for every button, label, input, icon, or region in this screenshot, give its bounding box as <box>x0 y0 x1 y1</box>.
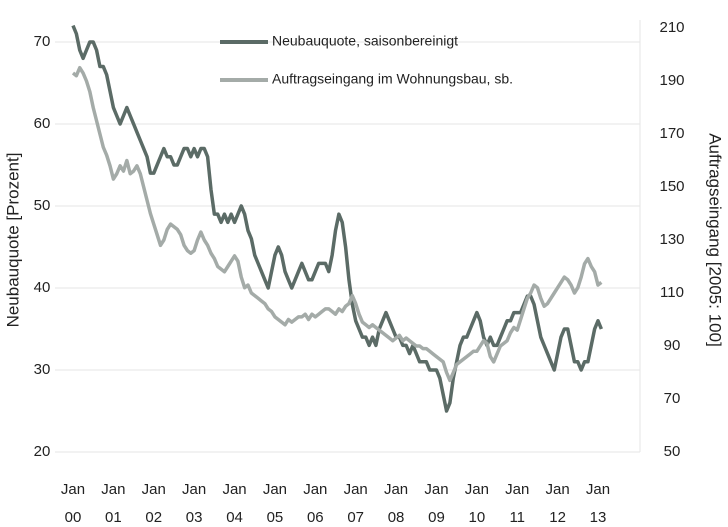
y-tick-label: 60 <box>34 115 51 132</box>
y-tick-label: 20 <box>34 443 51 460</box>
y2-tick-label: 70 <box>664 390 681 407</box>
y-tick-label: 50 <box>34 197 51 214</box>
x-tick-label: Jan 05 <box>263 481 287 526</box>
y-tick-label: 70 <box>34 33 51 50</box>
y2-tick-label: 190 <box>659 72 684 89</box>
y2-tick-label: 110 <box>660 284 684 301</box>
x-tick-label: Jan 12 <box>546 481 570 526</box>
x-tick-label: Jan 06 <box>303 481 327 526</box>
x-tick-label: Jan 04 <box>222 481 246 526</box>
x-tick-label: Jan 00 <box>61 481 85 526</box>
y2-tick-label: 210 <box>659 19 684 36</box>
x-tick-label: Jan 10 <box>465 481 489 526</box>
legend-label: Neubauquote, saisonbereinigt <box>272 33 458 49</box>
x-tick-label: Jan 07 <box>344 481 368 526</box>
y-axis-title: Neubauquote [Prozent] <box>3 153 22 328</box>
x-tick-label: Jan 03 <box>182 481 206 526</box>
y2-tick-label: 150 <box>659 178 684 195</box>
y2-tick-label: 50 <box>664 443 681 460</box>
x-tick-label: Jan 11 <box>505 481 529 526</box>
x-tick-label: Jan 08 <box>384 481 408 526</box>
series-line <box>71 24 603 413</box>
y-tick-label: 40 <box>34 279 51 296</box>
y2-tick-label: 130 <box>659 231 684 248</box>
x-tick-label: Jan 02 <box>142 481 166 526</box>
x-tick-label: Jan 01 <box>101 481 125 526</box>
series-line <box>71 66 603 383</box>
y2-tick-label: 170 <box>659 125 684 142</box>
x-tick-label: Jan 09 <box>424 481 448 526</box>
x-tick-label: Jan 13 <box>586 481 610 526</box>
y2-tick-label: 90 <box>664 337 681 354</box>
y-tick-label: 30 <box>34 361 51 378</box>
legend-label: Auftragseingang im Wohnungsbau, sb. <box>272 71 513 87</box>
y2-axis-title: Auftragseingang [2005: 100] <box>706 133 725 347</box>
